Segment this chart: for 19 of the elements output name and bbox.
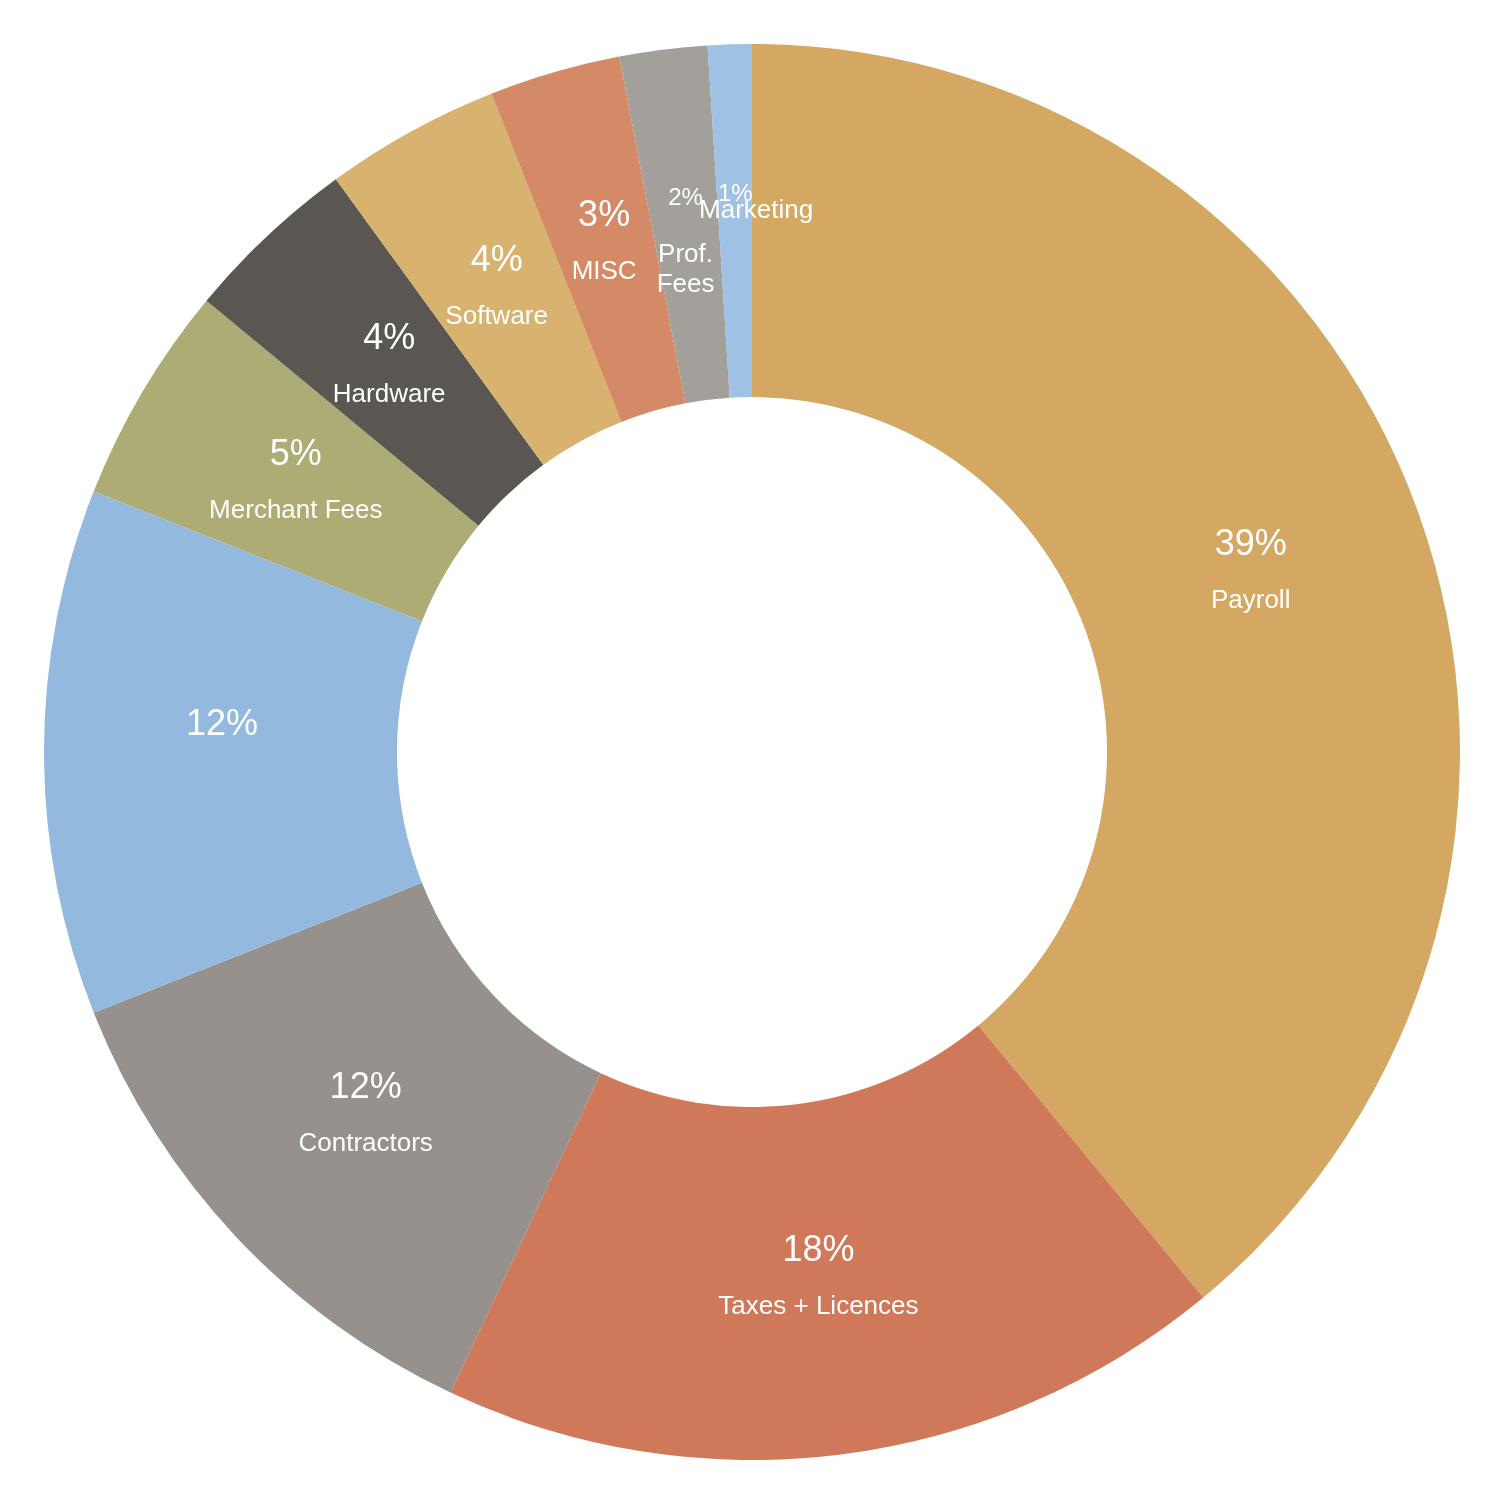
data-label: 39% [1214,522,1287,564]
data-label: 4% [363,315,416,357]
data-label: 4% [470,237,523,279]
data-label: 5% [269,432,322,474]
slice-label: Contractors [298,1126,433,1157]
data-label: 18% [782,1227,855,1269]
data-label: 3% [578,193,631,235]
slice-label: Software [445,299,548,330]
slice-label: Hardware [332,377,446,408]
slice-label: Prof. Fees [656,238,715,299]
donut-slice [450,1025,1204,1459]
slice-label: Merchant Fees [209,494,383,525]
donut-slice [44,491,422,1013]
slice-label: Payroll [1210,584,1291,615]
slice-label: MISC [571,255,637,286]
slice-label: Taxes + Licences [718,1289,919,1320]
data-label: 12% [329,1064,402,1106]
data-label: 12% [185,702,259,743]
donut-slice [93,882,601,1393]
